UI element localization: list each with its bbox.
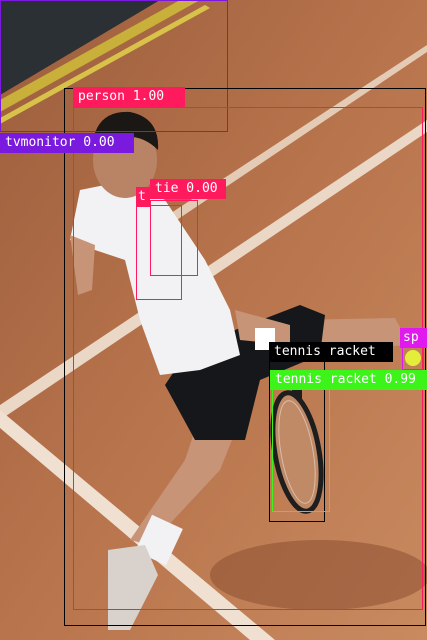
- label-tennis-racket: tennis racket: [269, 342, 393, 362]
- tie-box-2: [136, 205, 182, 300]
- person-box: [73, 107, 423, 610]
- player-shirt: [70, 180, 240, 375]
- courtside-barrier: [0, 0, 200, 112]
- courtside-barrier-line: [0, 5, 210, 124]
- court-line-diagonal: [0, 120, 427, 420]
- tvmonitor-box: [0, 0, 228, 132]
- label-person: person 1.00: [73, 87, 185, 107]
- racket-box-green: [272, 388, 330, 512]
- player-forearm: [235, 310, 290, 345]
- label-tvmonitor: tvmonitor 0.00: [0, 133, 134, 153]
- label-t: t: [136, 187, 150, 207]
- racket-handle: [292, 370, 302, 412]
- court-line-baseline: [0, 410, 275, 640]
- person-box-outer: [64, 88, 426, 626]
- courtside-wall: [0, 0, 160, 95]
- racket-strings: [278, 400, 316, 504]
- label-tie: tie 0.00: [150, 179, 226, 199]
- label-sports-ball: sp: [400, 328, 427, 348]
- ball-box: [402, 346, 424, 370]
- player-arm: [70, 235, 95, 295]
- player-shoe: [108, 545, 158, 630]
- tie-box: [150, 200, 198, 276]
- tennis-ball: [405, 350, 421, 366]
- player-shadow: [210, 540, 427, 610]
- label-tennis-racket-score: tennis racket 0.99: [270, 370, 427, 390]
